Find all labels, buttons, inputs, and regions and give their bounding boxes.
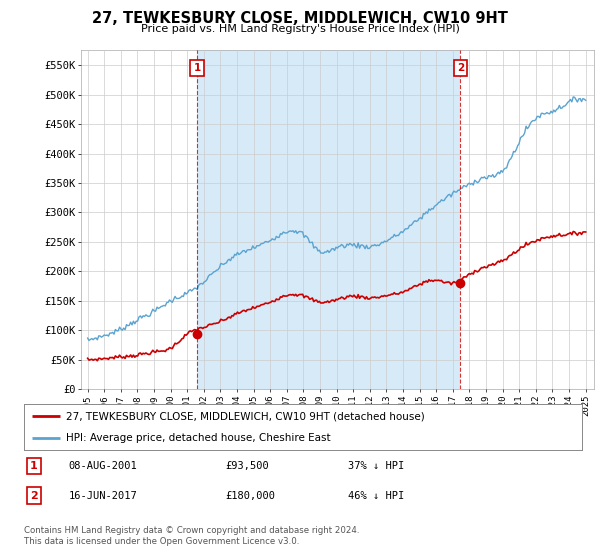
Text: £180,000: £180,000 bbox=[225, 491, 275, 501]
Text: Contains HM Land Registry data © Crown copyright and database right 2024.
This d: Contains HM Land Registry data © Crown c… bbox=[24, 526, 359, 546]
Text: 1: 1 bbox=[30, 461, 38, 471]
Text: 46% ↓ HPI: 46% ↓ HPI bbox=[347, 491, 404, 501]
Text: HPI: Average price, detached house, Cheshire East: HPI: Average price, detached house, Ches… bbox=[66, 433, 331, 443]
Text: 37% ↓ HPI: 37% ↓ HPI bbox=[347, 461, 404, 471]
Text: 2: 2 bbox=[30, 491, 38, 501]
Text: 2: 2 bbox=[457, 63, 464, 73]
Text: £93,500: £93,500 bbox=[225, 461, 269, 471]
Bar bbox=[197, 50, 460, 389]
Text: 27, TEWKESBURY CLOSE, MIDDLEWICH, CW10 9HT (detached house): 27, TEWKESBURY CLOSE, MIDDLEWICH, CW10 9… bbox=[66, 411, 425, 421]
Text: 08-AUG-2001: 08-AUG-2001 bbox=[68, 461, 137, 471]
Text: Price paid vs. HM Land Registry's House Price Index (HPI): Price paid vs. HM Land Registry's House … bbox=[140, 24, 460, 34]
Text: 1: 1 bbox=[194, 63, 201, 73]
Text: 16-JUN-2017: 16-JUN-2017 bbox=[68, 491, 137, 501]
Text: 27, TEWKESBURY CLOSE, MIDDLEWICH, CW10 9HT: 27, TEWKESBURY CLOSE, MIDDLEWICH, CW10 9… bbox=[92, 11, 508, 26]
